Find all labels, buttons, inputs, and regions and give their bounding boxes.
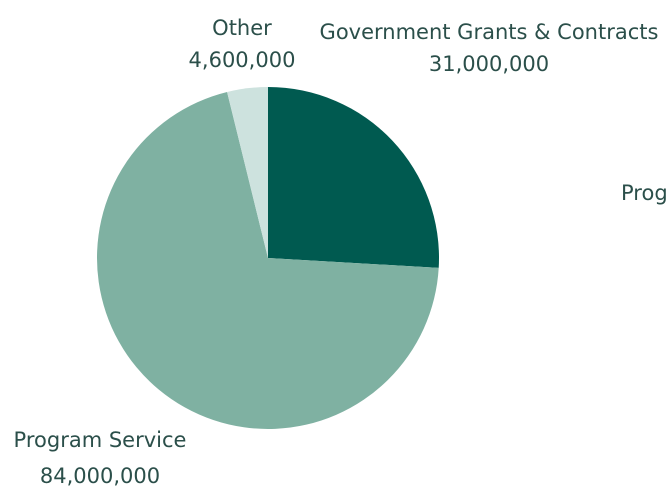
slice-label-other-value: 4,600,000 bbox=[189, 48, 296, 72]
clipped-label-text: Prog bbox=[621, 181, 668, 205]
slice-label-other-name: Other bbox=[212, 16, 272, 40]
pie-slice-government-grants bbox=[268, 87, 439, 268]
pie-slice-program-service bbox=[96, 91, 439, 430]
slice-label-government-value: 31,000,000 bbox=[429, 52, 549, 76]
slice-label-government-name: Government Grants & Contracts bbox=[320, 20, 659, 44]
slice-label-program-value: 84,000,000 bbox=[40, 464, 160, 488]
pie-slices bbox=[96, 87, 439, 430]
pie-slice-other bbox=[227, 87, 268, 258]
slice-label-program-name: Program Service bbox=[14, 428, 187, 452]
